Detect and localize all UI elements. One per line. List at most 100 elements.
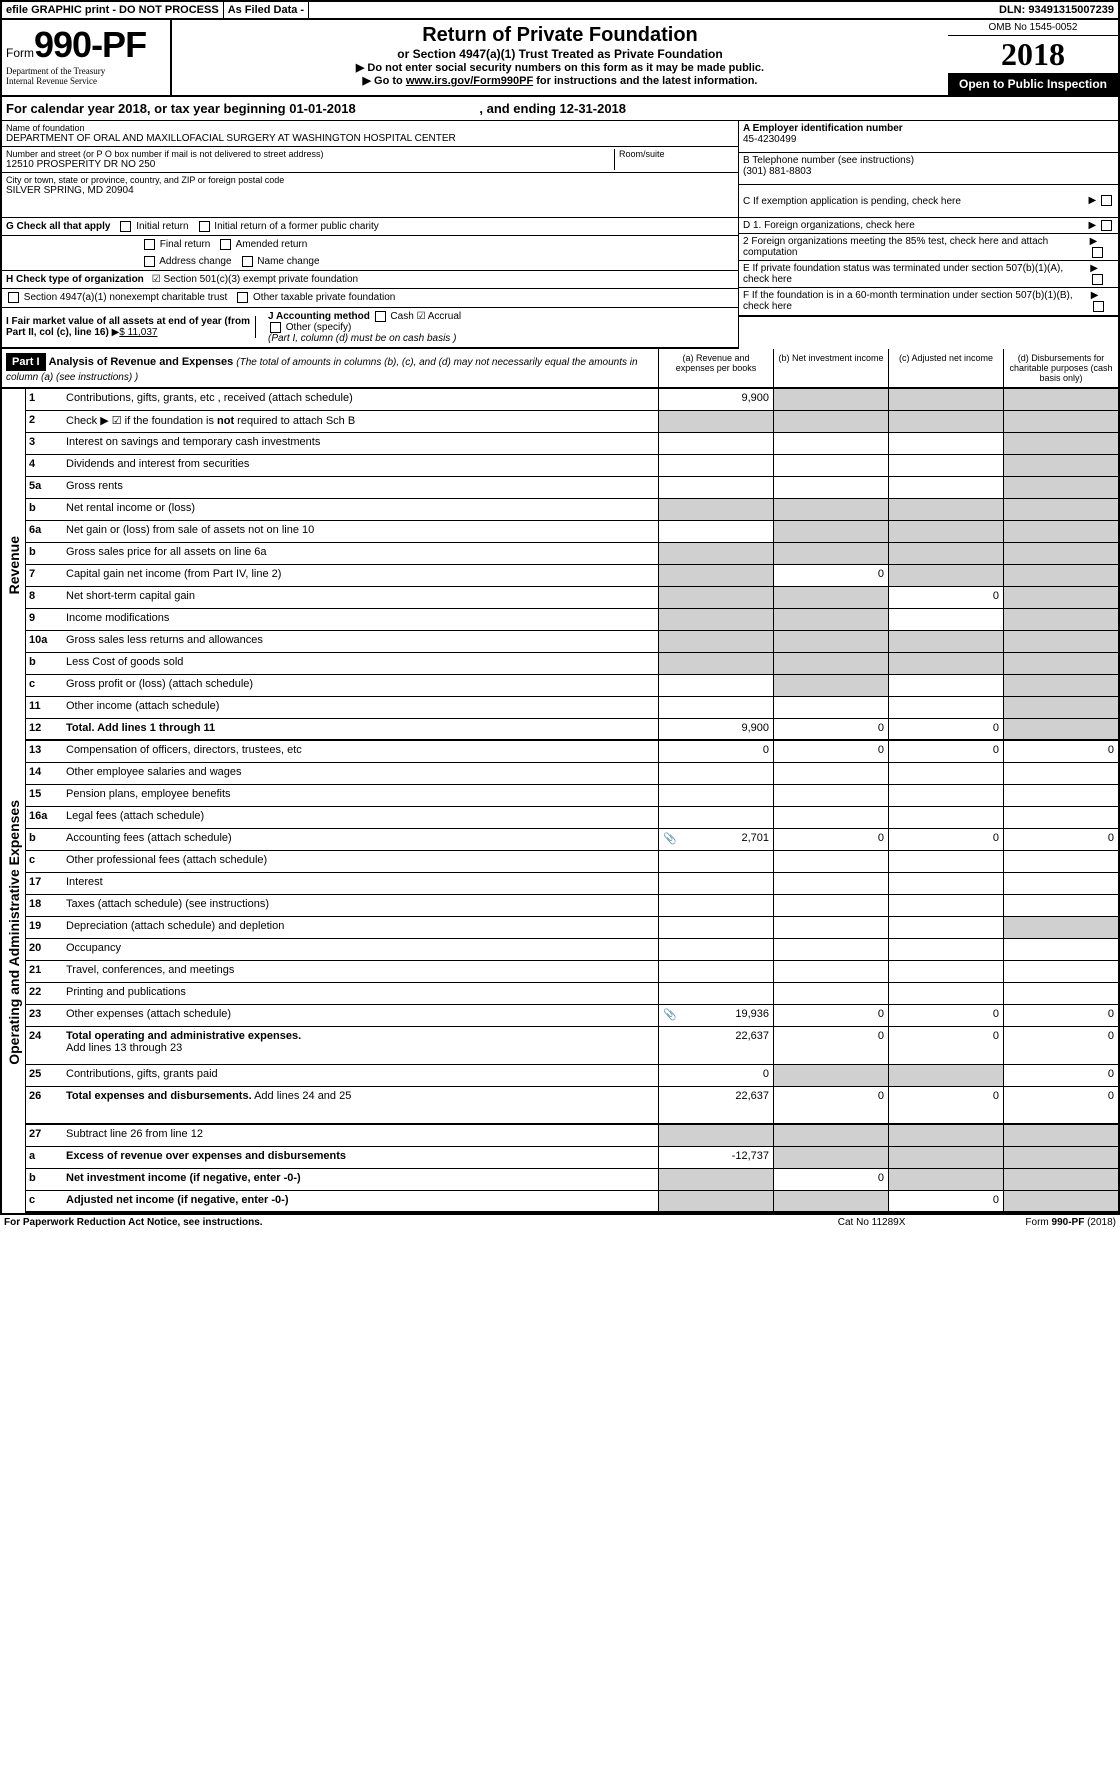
line-27a-desc: Excess of revenue over expenses and disb… — [62, 1147, 658, 1168]
g-amended-cb[interactable] — [220, 239, 231, 250]
g-initial-former-cb[interactable] — [199, 221, 210, 232]
g-name-cb[interactable] — [242, 256, 253, 267]
g-initial-former-label: Initial return of a former public charit… — [214, 221, 379, 232]
line-27b-d — [1003, 1169, 1118, 1190]
line-27b-num: b — [26, 1169, 62, 1190]
line-11-d — [1003, 697, 1118, 718]
line-26-num: 26 — [26, 1087, 62, 1123]
g-final-cb[interactable] — [144, 239, 155, 250]
g-addr-cb[interactable] — [144, 256, 155, 267]
line-16a-b — [773, 807, 888, 828]
line-5a-c — [888, 477, 1003, 498]
j-note: (Part I, column (d) must be on cash basi… — [268, 333, 456, 344]
line-5b-c — [888, 499, 1003, 520]
line-4-desc: Dividends and interest from securities — [62, 455, 658, 476]
h-4947-cb[interactable] — [8, 292, 19, 303]
line-15-a — [658, 785, 773, 806]
line-17-a — [658, 873, 773, 894]
cal-year-end: , and ending 12-31-2018 — [479, 101, 626, 116]
form-number: 990-PF — [34, 24, 146, 66]
line-11-a — [658, 697, 773, 718]
j-other-cb[interactable] — [270, 322, 281, 333]
foundation-name: DEPARTMENT OF ORAL AND MAXILLOFACIAL SUR… — [6, 133, 734, 144]
d2-cb[interactable] — [1092, 247, 1103, 258]
line-6a-b — [773, 521, 888, 542]
line-23-c: 0 — [888, 1005, 1003, 1026]
footer-center: Cat No 11289X — [838, 1217, 906, 1228]
line-2-c — [888, 411, 1003, 432]
line-7-desc: Capital gain net income (from Part IV, l… — [62, 565, 658, 586]
dept-irs: Internal Revenue Service — [6, 76, 166, 86]
entity-info: Name of foundation DEPARTMENT OF ORAL AN… — [2, 121, 1118, 218]
line-27a-num: a — [26, 1147, 62, 1168]
form-subtitle: or Section 4947(a)(1) Trust Treated as P… — [180, 47, 940, 61]
f-cb[interactable] — [1093, 301, 1104, 312]
d1-cb[interactable] — [1101, 220, 1112, 231]
calendar-year-row: For calendar year 2018, or tax year begi… — [2, 97, 1118, 121]
line-24-desc: Total operating and administrative expen… — [62, 1027, 658, 1064]
line-10a-c — [888, 631, 1003, 652]
line-8-d — [1003, 587, 1118, 608]
line-23-b: 0 — [773, 1005, 888, 1026]
tax-year: 2018 — [948, 36, 1118, 73]
line-21-desc: Travel, conferences, and meetings — [62, 961, 658, 982]
line-26-d: 0 — [1003, 1087, 1118, 1123]
j-cash-cb[interactable] — [375, 311, 386, 322]
c-checkbox[interactable] — [1101, 195, 1112, 206]
line-27-d — [1003, 1125, 1118, 1146]
form-990pf: efile GRAPHIC print - DO NOT PROCESS As … — [0, 0, 1120, 1215]
h-501c3-label: Section 501(c)(3) exempt private foundat… — [164, 274, 359, 285]
line-5b-d — [1003, 499, 1118, 520]
line-17-d — [1003, 873, 1118, 894]
line-16b-desc: Accounting fees (attach schedule) — [62, 829, 658, 850]
line-27a-d — [1003, 1147, 1118, 1168]
irs-link[interactable]: www.irs.gov/Form990PF — [406, 75, 533, 87]
j-cash-label: Cash — [390, 311, 413, 322]
line-18-num: 18 — [26, 895, 62, 916]
line-6b-c — [888, 543, 1003, 564]
line-11-desc: Other income (attach schedule) — [62, 697, 658, 718]
line-27-b — [773, 1125, 888, 1146]
d1-label: D 1. Foreign organizations, check here — [743, 220, 915, 231]
line-6a-a — [658, 521, 773, 542]
e-cb[interactable] — [1092, 274, 1103, 285]
line-6a-desc: Net gain or (loss) from sale of assets n… — [62, 521, 658, 542]
line-27-num: 27 — [26, 1125, 62, 1146]
line-13-desc: Compensation of officers, directors, tru… — [62, 741, 658, 762]
line-20-b — [773, 939, 888, 960]
line-16c-a — [658, 851, 773, 872]
line-1-desc: Contributions, gifts, grants, etc , rece… — [62, 389, 658, 410]
part1-title: Analysis of Revenue and Expenses — [49, 356, 234, 368]
g-initial-label: Initial return — [136, 221, 188, 232]
attachment-icon[interactable]: 📎 — [663, 833, 677, 845]
expenses-section: Operating and Administrative Expenses 13… — [2, 741, 1118, 1125]
summary-section: 27Subtract line 26 from line 12 aExcess … — [2, 1125, 1118, 1213]
line-21-num: 21 — [26, 961, 62, 982]
h-other-cb[interactable] — [237, 292, 248, 303]
line-25-num: 25 — [26, 1065, 62, 1086]
g-initial-cb[interactable] — [120, 221, 131, 232]
line-26-c: 0 — [888, 1087, 1003, 1123]
line-4-c — [888, 455, 1003, 476]
line-20-num: 20 — [26, 939, 62, 960]
line-1-b — [773, 389, 888, 410]
line-5a-d — [1003, 477, 1118, 498]
line-4-num: 4 — [26, 455, 62, 476]
line-18-a — [658, 895, 773, 916]
line-25-b — [773, 1065, 888, 1086]
line-10b-num: b — [26, 653, 62, 674]
line-20-c — [888, 939, 1003, 960]
line-27b-desc: Net investment income (if negative, ente… — [62, 1169, 658, 1190]
line-20-a — [658, 939, 773, 960]
line-9-num: 9 — [26, 609, 62, 630]
i-value: $ 11,037 — [119, 327, 157, 338]
line-3-d — [1003, 433, 1118, 454]
line-24-a: 22,637 — [658, 1027, 773, 1064]
line-8-num: 8 — [26, 587, 62, 608]
line-27c-desc: Adjusted net income (if negative, enter … — [62, 1191, 658, 1211]
line-27b-c — [888, 1169, 1003, 1190]
form-instr2: ▶ Go to www.irs.gov/Form990PF for instru… — [180, 74, 940, 87]
attachment-icon[interactable]: 📎 — [663, 1009, 677, 1021]
line-7-a — [658, 565, 773, 586]
line-16a-num: 16a — [26, 807, 62, 828]
